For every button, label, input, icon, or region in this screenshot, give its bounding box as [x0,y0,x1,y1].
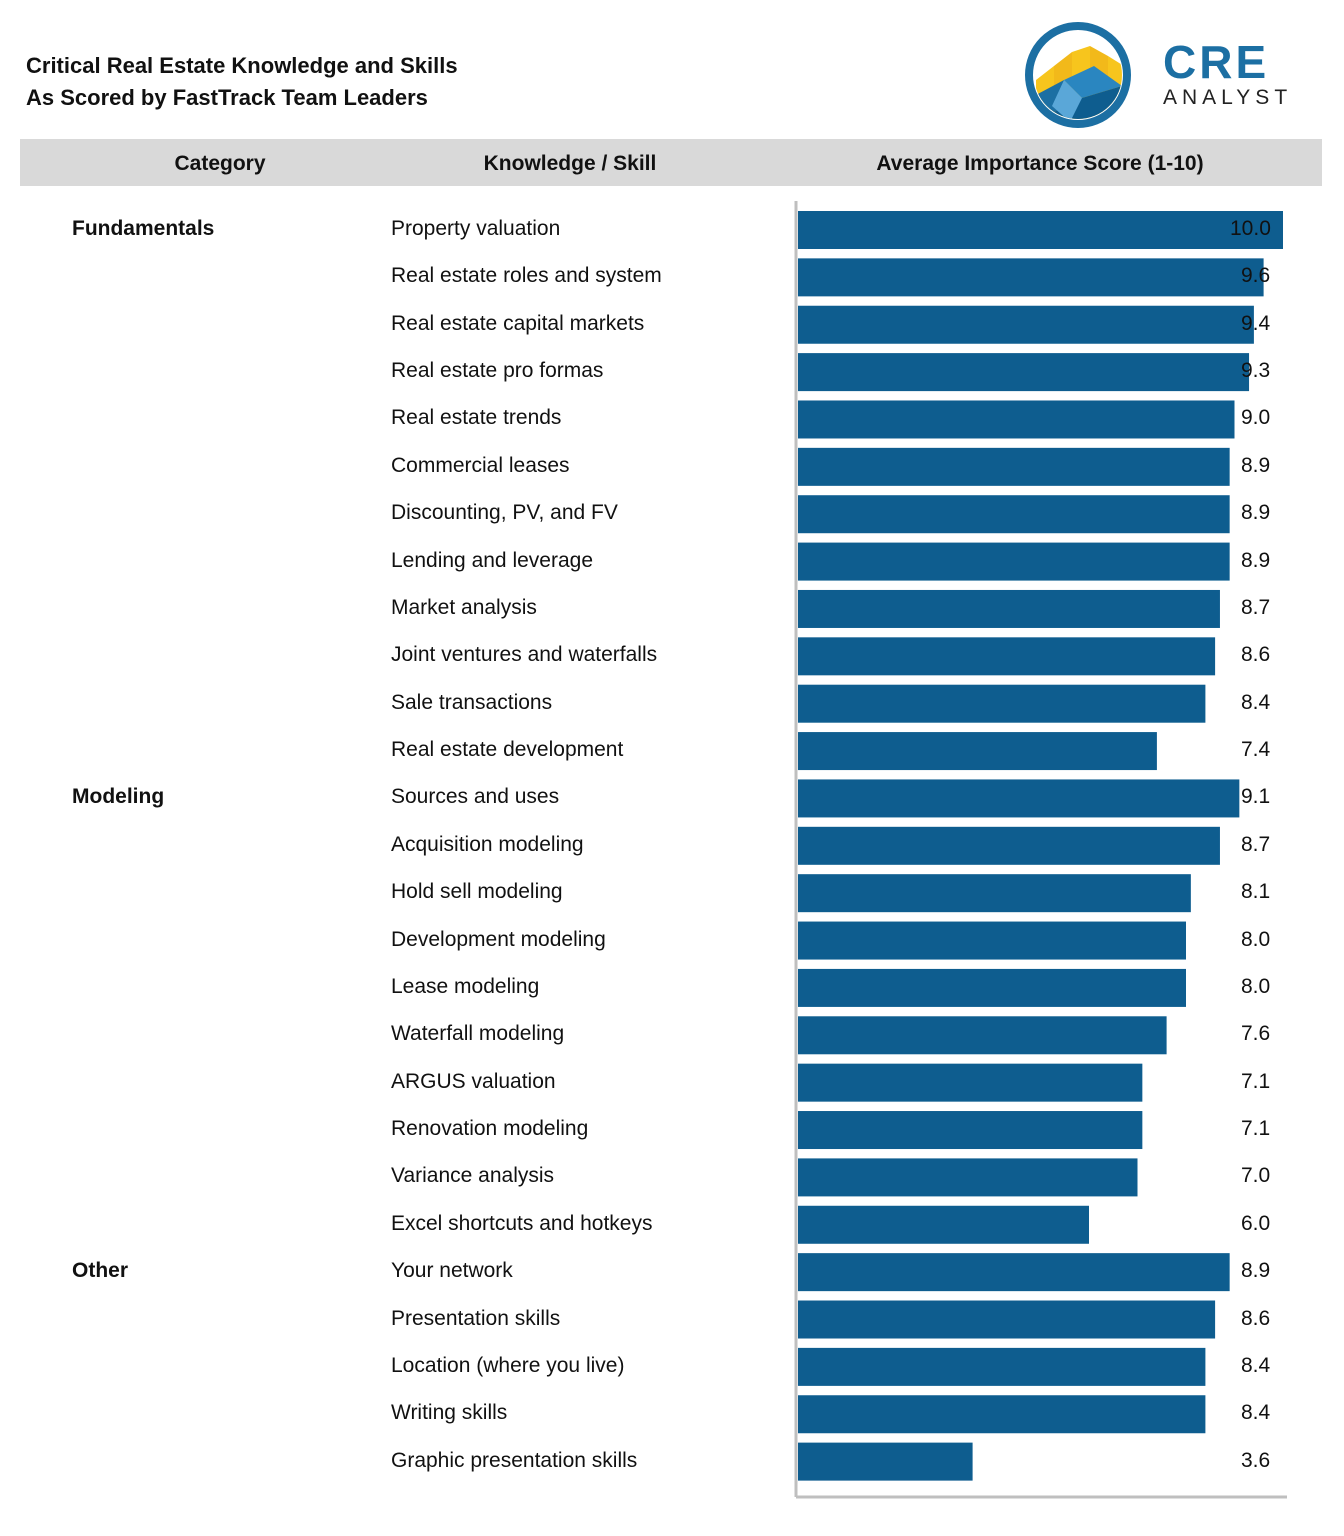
title-line-1: Critical Real Estate Knowledge and Skill… [26,53,458,78]
bar [798,874,1191,913]
bar [798,779,1240,818]
skill-label: Waterfall modeling [391,1022,565,1046]
data-label: 7.0 [1241,1164,1271,1188]
data-label: 8.9 [1241,548,1271,572]
bar [798,353,1250,392]
bar [798,921,1186,960]
bar [798,637,1216,676]
skill-label: Commercial leases [391,453,570,477]
data-label: 10.0 [1230,217,1271,240]
data-label: 8.1 [1241,880,1271,904]
skill-label: Excel shortcuts and hotkeys [391,1211,653,1235]
bar [798,400,1235,439]
bar [798,542,1230,581]
skill-label: Writing skills [391,1401,508,1425]
bar [798,1347,1206,1386]
skill-label: Real estate pro formas [391,359,604,383]
skill-label: Acquisition modeling [391,832,584,856]
cre-analyst-logo [1025,22,1131,128]
data-label: 8.9 [1241,1259,1271,1283]
skill-label: Graphic presentation skills [391,1448,638,1472]
data-label: 8.4 [1241,1353,1271,1377]
skill-label: Real estate development [391,738,624,762]
skill-label: Property valuation [391,217,561,240]
header-category: Category [174,152,266,175]
skill-label: Location (where you live) [391,1353,625,1377]
data-label: 8.6 [1241,643,1271,667]
bar [798,1111,1143,1150]
category-label: Fundamentals [72,217,215,240]
bar [798,447,1230,486]
category-label: Other [72,1259,129,1283]
header-skill: Knowledge / Skill [483,152,657,175]
data-label: 8.0 [1241,927,1271,951]
logo-sub: ANALYST [1163,86,1293,109]
bar [798,968,1186,1007]
data-label: 9.3 [1241,359,1271,383]
data-label: 8.7 [1241,595,1271,619]
logo-wordmark: CRE ANALYST [1163,38,1292,110]
skill-label: Sources and uses [391,785,560,809]
skill-label: Variance analysis [391,1164,555,1188]
data-label: 7.4 [1241,738,1271,762]
title-line-2: As Scored by FastTrack Team Leaders [26,85,428,110]
bar [798,1158,1138,1197]
bar [798,1063,1143,1102]
skill-label: Hold sell modeling [391,880,563,904]
skill-label: Discounting, PV, and FV [391,501,618,525]
bar [798,732,1157,771]
data-label: 8.7 [1241,832,1271,856]
bar [798,305,1254,344]
data-label: 3.6 [1241,1448,1271,1472]
data-label: 9.4 [1241,311,1271,335]
bar [798,211,1283,249]
logo-brand: CRE [1163,36,1270,88]
bar [798,684,1206,723]
data-label: 9.6 [1241,264,1271,288]
bar [798,1442,973,1481]
data-label: 8.9 [1241,453,1271,477]
header-score: Average Importance Score (1-10) [876,152,1204,175]
skill-label: Development modeling [391,927,606,951]
data-label: 8.6 [1241,1306,1271,1330]
bar [798,1253,1230,1292]
data-label: 9.0 [1241,406,1271,430]
skill-label: Real estate roles and system [391,264,662,288]
bar [798,1016,1167,1055]
skill-label: Joint ventures and waterfalls [391,643,658,667]
skill-label: Lending and leverage [391,548,594,572]
skill-label: Market analysis [391,595,537,619]
data-label: 6.0 [1241,1211,1271,1235]
data-label: 7.6 [1241,1022,1271,1046]
bar [798,589,1220,628]
category-label: Modeling [72,785,165,809]
skill-label: Real estate capital markets [391,311,645,335]
skill-label: Lease modeling [391,974,540,998]
bar [798,1205,1089,1244]
data-label: 8.4 [1241,1401,1271,1425]
data-label: 7.1 [1241,1117,1271,1141]
skill-label: Sale transactions [391,690,553,714]
chart-title: Critical Real Estate Knowledge and Skill… [26,50,458,114]
skill-label: Presentation skills [391,1306,561,1330]
bar [798,495,1230,534]
skill-label: Real estate trends [391,406,562,430]
bar [798,1300,1216,1339]
data-label: 8.4 [1241,690,1271,714]
data-label: 7.1 [1241,1069,1271,1093]
skill-label: Your network [391,1259,513,1283]
bar [798,826,1220,865]
data-label: 9.1 [1241,785,1271,809]
table-header: Category Knowledge / Skill Average Impor… [20,139,1322,186]
data-label: 8.9 [1241,501,1271,525]
skill-label: ARGUS valuation [391,1069,556,1093]
skill-label: Renovation modeling [391,1117,589,1141]
bar [798,1395,1206,1434]
data-label: 8.0 [1241,974,1271,998]
bar [798,258,1264,297]
